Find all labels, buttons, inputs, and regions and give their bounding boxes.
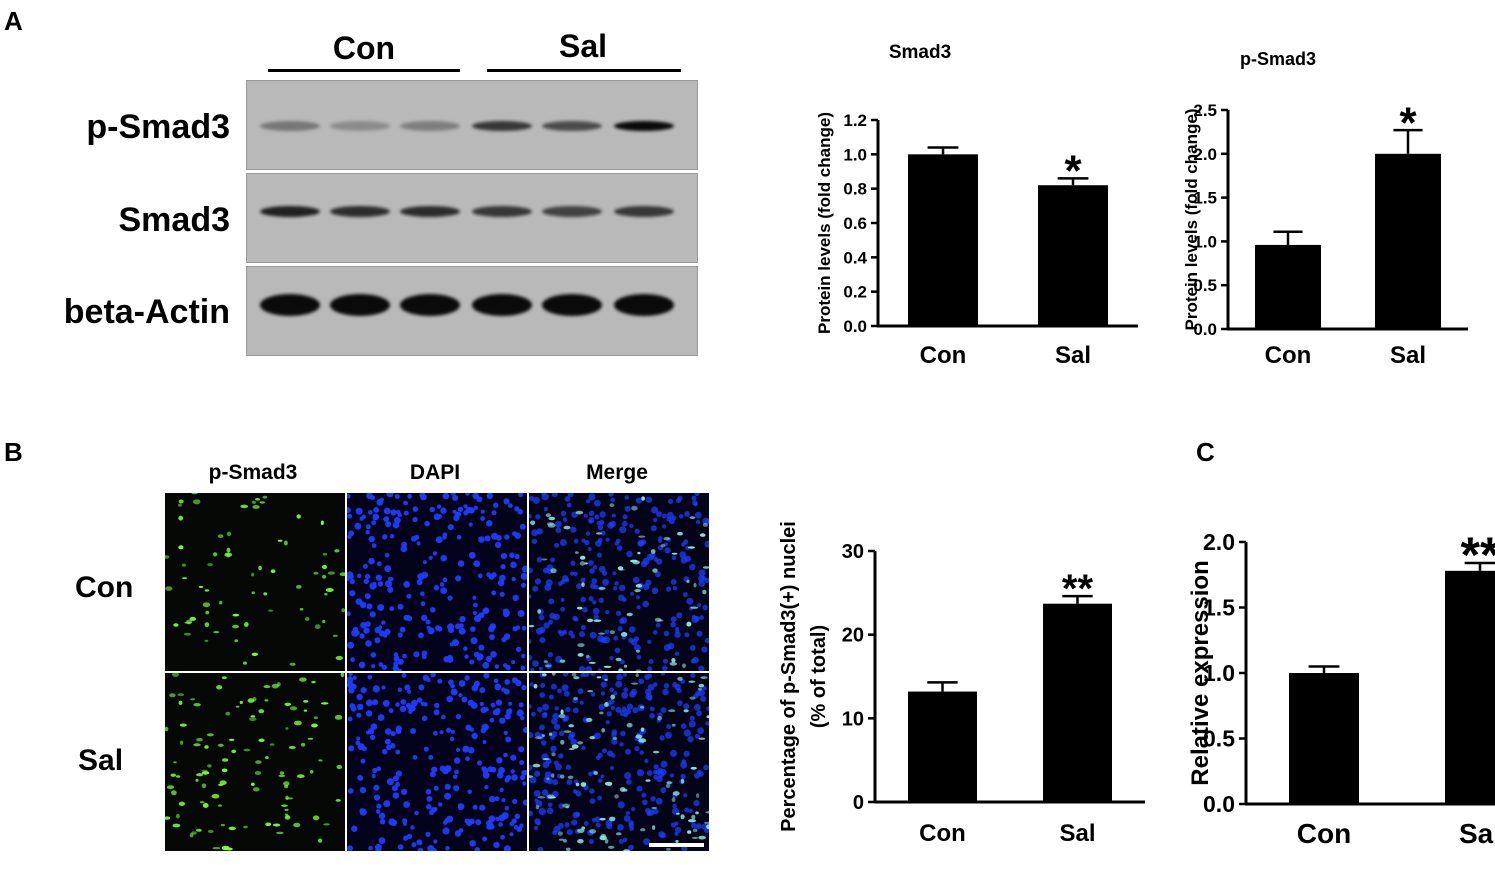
blot-band <box>260 294 320 316</box>
blot-group-con: Con <box>332 30 396 66</box>
significance-label: ** <box>1461 527 1495 583</box>
y-axis-label: Protein levels (fold change) <box>1182 109 1201 331</box>
mic-col-title-psmad3: p-Smad3 <box>208 461 298 484</box>
chart-psmad3: 0.0 0.5 1.0 1.5 2.0 2.5 Con Sal * p-Smad3 Protein … <box>1182 49 1468 369</box>
y-axis-label: Percentage of p-Smad3(+) nuclei <box>778 521 800 832</box>
category-label: Sal <box>1390 342 1426 369</box>
significance-label: * <box>1399 98 1417 147</box>
y-tick-label: 1.2 <box>843 111 867 130</box>
mic-row-label-sal: Sal <box>78 744 124 777</box>
bar-sal <box>1445 570 1495 804</box>
chart-relative-expression: 0.0 0.5 1.0 1.5 2.0 Con Sal ** Relative expressi… <box>1187 527 1495 849</box>
chart-title: p-Smad3 <box>1240 49 1316 69</box>
bar-con <box>1255 244 1321 329</box>
micrograph-merge-con <box>528 492 710 672</box>
y-tick-label: 10 <box>842 708 864 730</box>
y-tick-label: 1.5 <box>1193 189 1217 208</box>
y-tick-label: 0.6 <box>843 214 867 233</box>
y-tick-label: 2.0 <box>1203 529 1235 555</box>
significance-label: * <box>1064 147 1082 196</box>
y-tick-label: 1.5 <box>1203 595 1235 621</box>
category-label: Sal <box>1059 820 1095 847</box>
mic-row-label-con: Con <box>75 571 134 604</box>
y-tick-label: 20 <box>842 625 864 647</box>
blot-band <box>472 205 532 217</box>
blot-band <box>472 294 532 316</box>
y-axis-label: Protein levels (fold change) <box>815 112 834 334</box>
micrograph-p-smad3-con <box>164 492 346 672</box>
y-tick-label: 0.0 <box>1193 320 1217 339</box>
y-axis-label-2: (% of total) <box>808 625 830 728</box>
blot-group-sal: Sal <box>558 28 608 64</box>
y-tick-label: 0.0 <box>1203 791 1235 817</box>
blot-strip-smad3 <box>246 173 698 263</box>
y-tick-label: 2.0 <box>1193 145 1217 164</box>
chart-psmad3-nuclei: 0 10 20 30 Con Sal ** Percentage of p-Smad3(+) … <box>778 521 1145 847</box>
y-tick-label: 0.4 <box>843 248 867 267</box>
bar-con <box>908 154 978 326</box>
bar-sal <box>1043 603 1112 802</box>
significance-label: ** <box>1062 567 1094 611</box>
blot-band <box>542 121 602 131</box>
blot-band <box>542 205 602 217</box>
category-label: Con <box>1297 818 1351 849</box>
category-label: Con <box>1265 342 1312 369</box>
chart-smad3: 0.0 0.2 0.4 0.6 0.8 1.0 1.2 Con Sal * Smad3 Protein… <box>815 42 1138 369</box>
blot-band <box>260 205 320 217</box>
y-tick-label: 0.5 <box>1203 726 1235 752</box>
mic-col-title-merge: Merge <box>586 461 648 484</box>
blot-band <box>330 294 390 316</box>
blot-band <box>614 121 674 131</box>
y-tick-label: 1.0 <box>843 145 867 164</box>
blot-group-sal-line <box>487 69 681 72</box>
y-tick-label: 0.2 <box>843 283 867 302</box>
category-label: Sal <box>1459 818 1495 849</box>
bar-sal <box>1038 185 1108 326</box>
category-label: Con <box>919 820 966 847</box>
blot-band <box>614 294 674 316</box>
mic-col-title-dapi: DAPI <box>409 461 461 484</box>
blot-row-label-smad3: Smad3 <box>118 201 231 239</box>
chart-title: Smad3 <box>889 42 951 63</box>
y-tick-label: 2.5 <box>1193 101 1217 120</box>
y-tick-label: 0.8 <box>843 180 867 199</box>
y-axis-label: Relative expression <box>1187 560 1214 785</box>
category-label: Sal <box>1055 342 1091 369</box>
bar-con <box>908 691 977 802</box>
blot-row-label-actin: beta-Actin <box>63 293 230 331</box>
blot-band <box>400 121 460 131</box>
micrograph-p-smad3-sal <box>164 672 346 852</box>
panel-letter-c: C <box>1196 437 1215 467</box>
y-tick-label: 0 <box>853 792 864 814</box>
blot-group-con-line <box>268 69 460 72</box>
bar-con <box>1289 673 1359 804</box>
panel-letter-b: B <box>4 437 23 467</box>
micrograph-merge-sal <box>528 672 710 852</box>
y-tick-label: 0.5 <box>1193 276 1217 295</box>
blot-band <box>330 205 390 217</box>
y-tick-label: 1.0 <box>1203 660 1235 686</box>
panel-letter-a: A <box>4 6 23 36</box>
y-tick-label: 0.0 <box>843 317 867 336</box>
blot-band <box>614 205 674 217</box>
blot-band <box>330 121 390 131</box>
y-tick-label: 30 <box>842 541 864 563</box>
scale-bar <box>649 843 704 847</box>
y-tick-label: 1.0 <box>1193 232 1217 251</box>
blot-band <box>400 294 460 316</box>
blot-band <box>542 294 602 316</box>
category-label: Con <box>920 342 967 369</box>
blot-row-label-psmad3: p-Smad3 <box>86 108 230 146</box>
micrograph-dapi-sal <box>346 672 528 852</box>
blot-band <box>260 121 320 131</box>
blot-band <box>400 205 460 217</box>
blot-band <box>472 121 532 131</box>
bar-sal <box>1375 153 1441 329</box>
micrograph-dapi-con <box>346 492 528 672</box>
